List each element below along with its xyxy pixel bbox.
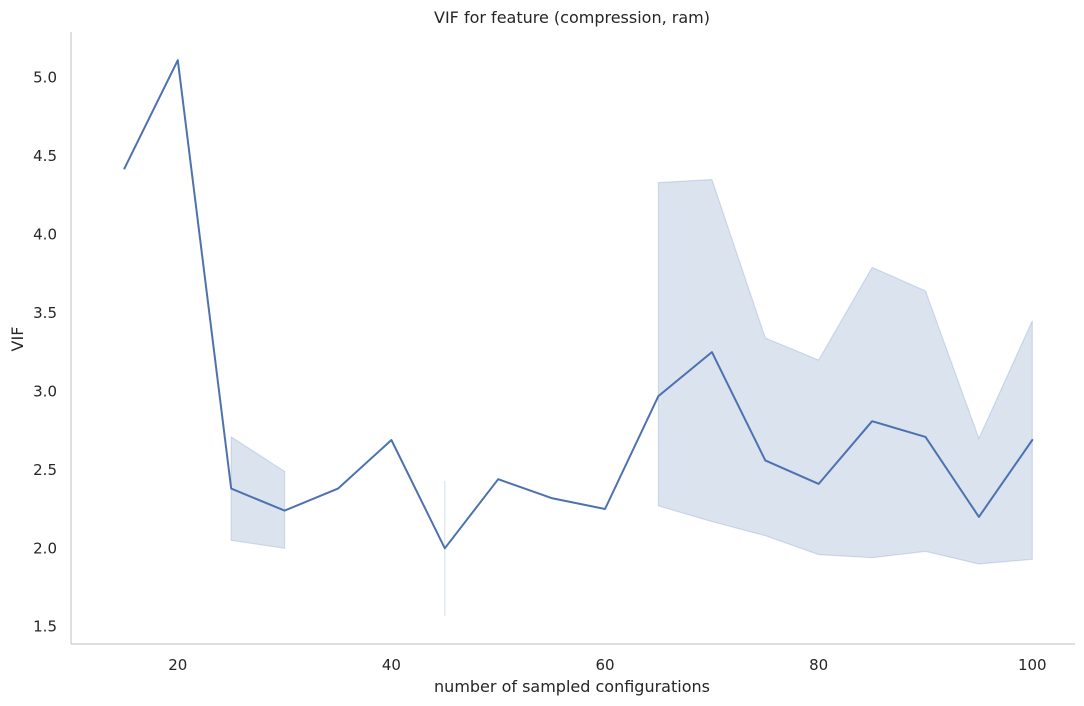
x-tick-label: 40	[382, 656, 401, 674]
x-tick-labels: 20 40 60 80 100	[168, 656, 1046, 674]
series-line-0	[123, 59, 1034, 550]
y-tick-label: 1.5	[33, 618, 57, 636]
y-tick-label: 4.5	[33, 147, 57, 165]
x-tick-label: 20	[168, 656, 187, 674]
confidence-band-0	[230, 435, 286, 549]
y-tick-label: 5.0	[33, 69, 57, 87]
y-tick-label: 2.5	[33, 461, 57, 479]
y-tick-labels: 1.5 2.0 2.5 3.0 3.5 4.0 4.5 5.0	[33, 69, 57, 636]
y-tick-label: 2.0	[33, 539, 57, 557]
series-layer	[123, 59, 1034, 550]
y-tick-label: 3.5	[33, 304, 57, 322]
x-tick-label: 60	[595, 656, 614, 674]
confidence-band-2	[657, 178, 1033, 565]
x-tick-label: 100	[1018, 656, 1047, 674]
confidence-bands	[230, 178, 1033, 616]
y-axis-label: VIF	[8, 327, 27, 352]
y-tick-label: 4.0	[33, 225, 57, 243]
y-tick-label: 3.0	[33, 382, 57, 400]
chart-title: VIF for feature (compression, ram)	[434, 8, 710, 27]
x-axis-label: number of sampled configurations	[434, 677, 710, 696]
x-tick-label: 80	[809, 656, 828, 674]
